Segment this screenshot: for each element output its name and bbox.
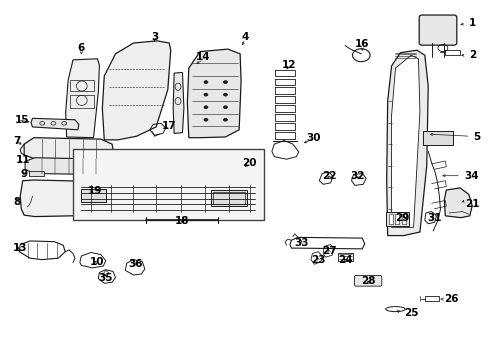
Bar	[29, 171, 44, 176]
Bar	[70, 95, 94, 108]
Bar	[425, 296, 440, 301]
Polygon shape	[66, 59, 99, 138]
Bar	[386, 212, 409, 226]
Text: 21: 21	[465, 199, 479, 210]
Text: 2: 2	[469, 50, 476, 60]
Text: 28: 28	[361, 276, 375, 286]
Circle shape	[223, 106, 227, 109]
Text: 4: 4	[241, 32, 249, 41]
Text: 30: 30	[306, 133, 320, 143]
Polygon shape	[102, 41, 171, 140]
Text: 13: 13	[13, 243, 27, 253]
Polygon shape	[187, 49, 241, 138]
Text: 7: 7	[13, 136, 20, 145]
Text: 12: 12	[282, 59, 296, 69]
Bar	[423, 131, 453, 145]
Circle shape	[204, 118, 208, 121]
Text: 9: 9	[20, 168, 27, 179]
Bar	[73, 149, 264, 220]
Text: 32: 32	[350, 171, 365, 181]
Text: 14: 14	[196, 52, 211, 62]
Text: 31: 31	[427, 213, 442, 222]
Text: 25: 25	[404, 309, 418, 318]
Text: 24: 24	[338, 255, 352, 265]
Polygon shape	[444, 188, 472, 218]
Text: 29: 29	[395, 213, 410, 222]
Text: 15: 15	[14, 115, 29, 125]
Circle shape	[223, 93, 227, 96]
Text: 33: 33	[294, 238, 308, 248]
Text: 3: 3	[151, 32, 158, 41]
Bar	[402, 214, 406, 225]
Bar	[445, 50, 460, 55]
Bar	[70, 80, 94, 91]
Text: 26: 26	[444, 294, 459, 304]
Text: 35: 35	[98, 273, 113, 283]
Text: 22: 22	[322, 171, 336, 181]
Text: 1: 1	[469, 18, 476, 28]
Text: 11: 11	[15, 155, 30, 165]
Text: 17: 17	[162, 121, 176, 131]
Text: 5: 5	[474, 132, 481, 142]
Text: 27: 27	[322, 246, 336, 256]
Polygon shape	[25, 158, 118, 175]
Circle shape	[204, 81, 208, 84]
Polygon shape	[387, 50, 428, 235]
Bar	[213, 192, 245, 204]
Text: 16: 16	[355, 40, 369, 49]
FancyBboxPatch shape	[419, 15, 457, 45]
Bar	[81, 189, 106, 202]
Bar	[389, 214, 392, 225]
Bar	[211, 190, 247, 206]
Text: 34: 34	[464, 171, 479, 181]
Circle shape	[204, 93, 208, 96]
Text: 19: 19	[88, 186, 102, 197]
Polygon shape	[173, 72, 184, 134]
Text: 10: 10	[90, 257, 105, 267]
Polygon shape	[20, 178, 122, 217]
FancyBboxPatch shape	[354, 275, 382, 286]
Text: 18: 18	[175, 216, 190, 226]
Bar	[395, 214, 399, 225]
Circle shape	[204, 106, 208, 109]
Polygon shape	[24, 138, 114, 159]
Text: 8: 8	[13, 197, 20, 207]
Text: 6: 6	[78, 43, 85, 53]
Text: 36: 36	[128, 259, 142, 269]
Circle shape	[223, 118, 227, 121]
Text: 23: 23	[311, 255, 325, 265]
Polygon shape	[392, 55, 420, 227]
Polygon shape	[31, 118, 79, 130]
Bar	[338, 253, 353, 261]
Text: 20: 20	[242, 158, 256, 168]
Circle shape	[223, 81, 227, 84]
